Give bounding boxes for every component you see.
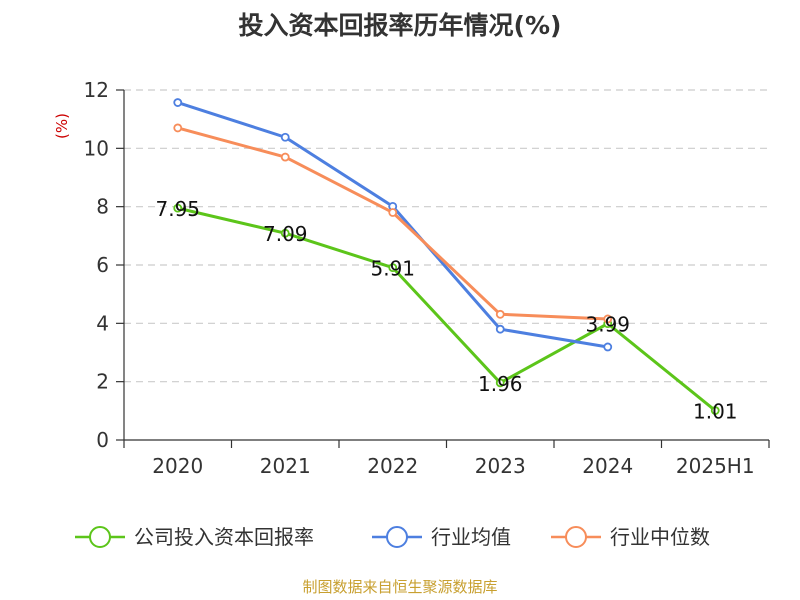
data-labels: 7.95 7.09 5.91 1.96 3.99 1.01 <box>155 197 737 423</box>
x-tick-label: 2022 <box>367 454 418 478</box>
legend-marker <box>565 526 587 548</box>
data-point[interactable] <box>388 263 398 273</box>
data-point[interactable] <box>603 342 613 352</box>
y-tick-label: 4 <box>96 311 109 335</box>
legend-label: 行业中位数 <box>610 525 710 549</box>
data-point[interactable] <box>495 378 505 388</box>
data-point[interactable] <box>280 152 290 162</box>
legend-marker <box>386 526 408 548</box>
data-label: 1.01 <box>693 400 738 424</box>
legend-marker <box>89 526 111 548</box>
data-label: 3.99 <box>585 313 630 337</box>
legend-item-2[interactable]: 行业均值 <box>372 525 511 549</box>
data-point[interactable] <box>173 123 183 133</box>
data-point[interactable] <box>173 98 183 107</box>
legend-label: 行业均值 <box>431 525 511 549</box>
y-axis-label: (%) <box>53 113 71 139</box>
data-point[interactable] <box>495 324 505 334</box>
legend-label: 公司投入资本回报率 <box>134 525 314 549</box>
legend-item-1[interactable]: 公司投入资本回报率 <box>75 525 314 549</box>
data-label: 7.95 <box>155 197 200 221</box>
axes: 0 2 4 6 8 10 12 2020 2021 2022 2023 2024 2025H1 <box>84 78 770 478</box>
y-tick-label: 6 <box>96 253 109 277</box>
legend-item-3[interactable]: 行业中位数 <box>551 525 710 549</box>
source-note: 制图数据来自恒生聚源数据库 <box>302 578 497 596</box>
chart-title: 投入资本回报率历年情况(%) <box>239 11 562 40</box>
data-point[interactable] <box>603 314 613 324</box>
data-point[interactable] <box>280 228 290 238</box>
data-point[interactable] <box>173 203 183 213</box>
data-point[interactable] <box>280 132 290 142</box>
x-tick-label: 2023 <box>475 454 526 478</box>
series-line-1 <box>177 206 717 412</box>
series-line-2 <box>177 101 608 349</box>
x-tick-label: 2025H1 <box>676 454 755 478</box>
y-tick-label: 10 <box>84 136 109 160</box>
data-label: 1.96 <box>478 372 523 396</box>
data-label: 7.09 <box>263 222 308 246</box>
y-tick-label: 2 <box>96 370 109 394</box>
legend[interactable]: 公司投入资本回报率 行业均值 行业中位数 <box>75 525 710 549</box>
data-point[interactable] <box>495 309 505 319</box>
data-point[interactable] <box>710 406 720 415</box>
y-tick-label: 0 <box>96 428 109 452</box>
x-tick-label: 2021 <box>260 454 311 478</box>
series-group <box>173 98 720 415</box>
x-tick-label: 2024 <box>582 454 633 478</box>
data-point[interactable] <box>388 208 398 217</box>
grid-lines <box>124 89 769 383</box>
data-label: 5.91 <box>370 257 415 281</box>
y-tick-label: 12 <box>84 78 109 102</box>
y-tick-label: 8 <box>96 195 109 219</box>
x-tick-label: 2020 <box>152 454 203 478</box>
